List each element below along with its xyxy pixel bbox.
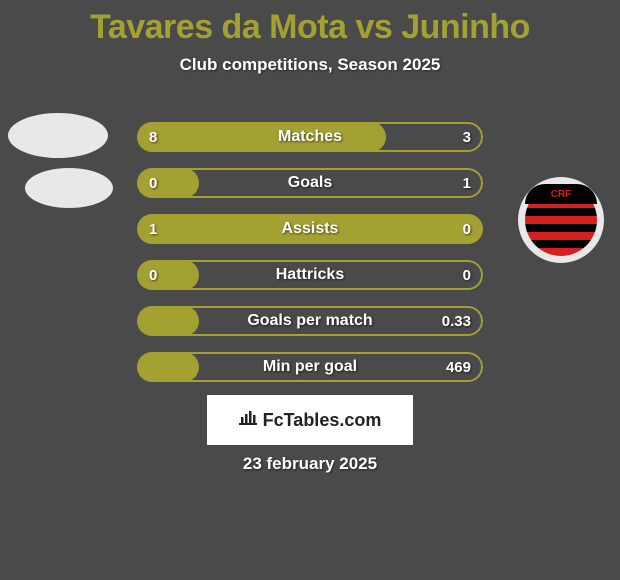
stats-bars-container: 83Matches 01Goals 10Assists 00Hattricks 0.33… [137,122,483,398]
stat-label: Assists [137,214,483,244]
date-label: 23 february 2025 [0,454,620,474]
chart-icon [239,411,257,430]
stat-row-min-per-goal: 469Min per goal [137,352,483,382]
stat-label: Goals per match [137,306,483,336]
player-left-avatar-1 [8,113,108,158]
player-left-avatar-2 [25,168,113,208]
page-subtitle: Club competitions, Season 2025 [0,55,620,75]
stat-row-goals: 01Goals [137,168,483,198]
page-title: Tavares da Mota vs Juninho [0,0,620,47]
stat-row-matches: 83Matches [137,122,483,152]
stat-row-hattricks: 00Hattricks [137,260,483,290]
stat-label: Goals [137,168,483,198]
stat-label: Hattricks [137,260,483,290]
club-badge-label: CRF [525,184,597,204]
stat-row-assists: 10Assists [137,214,483,244]
club-badge-stripes: CRF [525,184,597,256]
player-right-club-badge: CRF [518,177,604,263]
stat-row-goals-per-match: 0.33Goals per match [137,306,483,336]
stat-label: Min per goal [137,352,483,382]
watermark: FcTables.com [207,395,413,445]
stat-label: Matches [137,122,483,152]
watermark-text: FcTables.com [263,410,382,431]
